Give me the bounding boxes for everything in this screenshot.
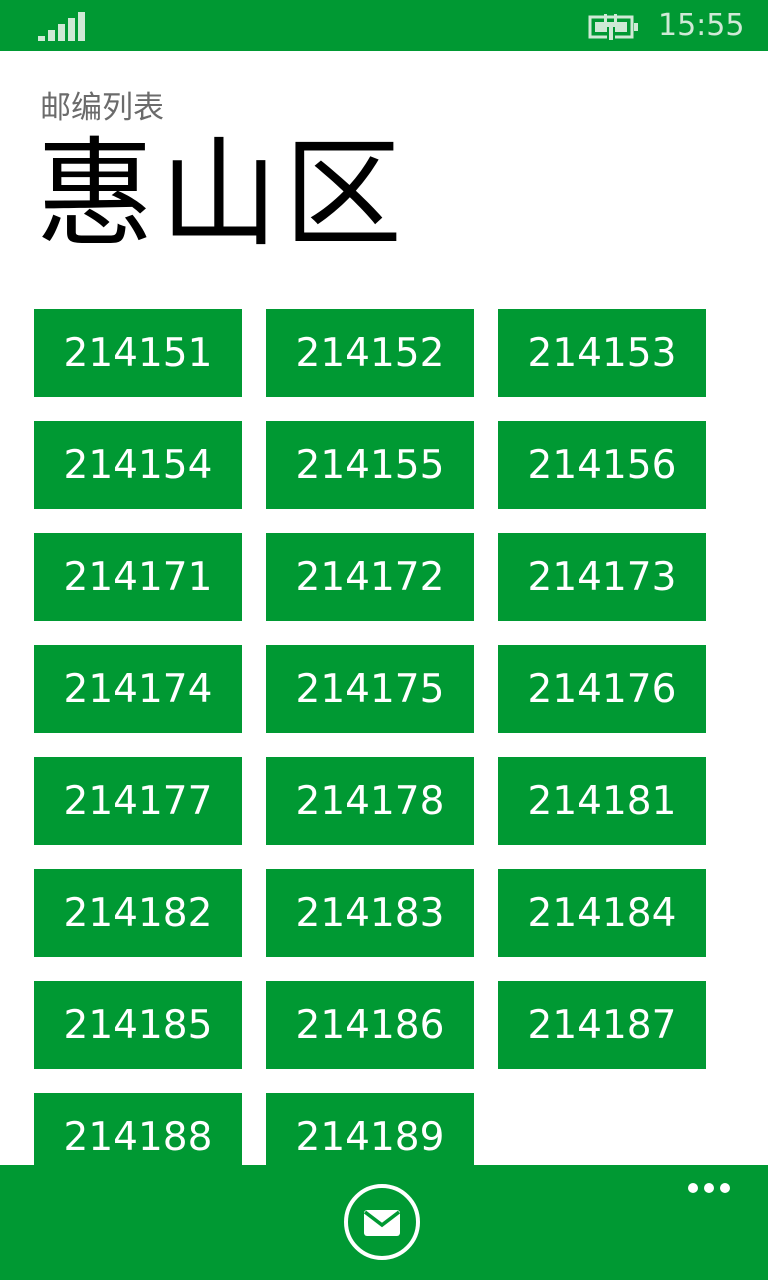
postal-code-tile[interactable]: 214176 [498,645,706,733]
postal-code-tile[interactable]: 214151 [34,309,242,397]
mail-icon [364,1210,400,1236]
postal-code-tile[interactable]: 214185 [34,981,242,1069]
postal-code-tile[interactable]: 214155 [266,421,474,509]
status-time: 15:55 [658,8,745,43]
postal-code-tile[interactable]: 214177 [34,757,242,845]
mail-button[interactable] [344,1184,420,1260]
postal-code-tile[interactable]: 214173 [498,533,706,621]
battery-charging-icon [588,14,638,40]
more-ellipsis-icon[interactable] [684,1176,734,1200]
postal-code-tile[interactable]: 214175 [266,645,474,733]
postal-code-tile[interactable]: 214182 [34,869,242,957]
postal-code-tile[interactable]: 214184 [498,869,706,957]
app-title: 邮编列表 [40,90,164,126]
postal-code-grid: 214151 214152 214153 214154 214155 214156 2141… [34,309,714,1181]
postal-code-tile[interactable]: 214178 [266,757,474,845]
postal-code-tile[interactable]: 214156 [498,421,706,509]
signal-strength-icon [38,12,85,41]
postal-code-tile[interactable]: 214187 [498,981,706,1069]
postal-code-tile[interactable]: 214183 [266,869,474,957]
postal-code-tile[interactable]: 214153 [498,309,706,397]
postal-code-tile[interactable]: 214186 [266,981,474,1069]
postal-code-tile[interactable]: 214154 [34,421,242,509]
postal-code-tile[interactable]: 214152 [266,309,474,397]
postal-code-tile[interactable]: 214174 [34,645,242,733]
postal-code-tile[interactable]: 214172 [266,533,474,621]
page-title: 惠山区 [36,125,409,263]
status-bar: 15:55 [0,0,768,51]
postal-code-tile[interactable]: 214181 [498,757,706,845]
postal-code-tile[interactable]: 214171 [34,533,242,621]
